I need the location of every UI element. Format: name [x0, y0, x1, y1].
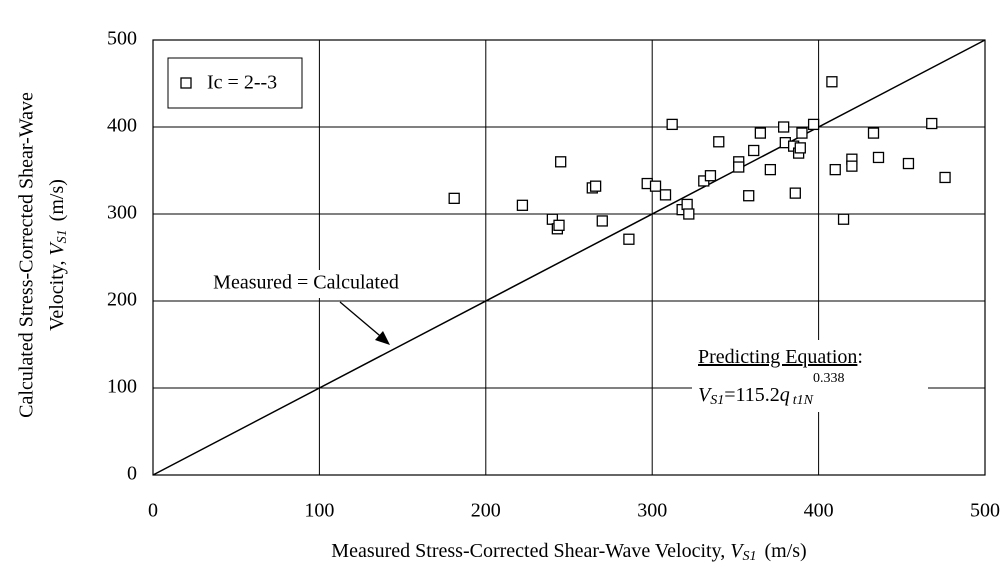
annotation-bg [178, 270, 434, 298]
legend-label: Ic = 2--3 [207, 72, 277, 94]
annotation-label: Measured = Calculated [213, 272, 399, 294]
equation-bg [692, 340, 928, 412]
reference-line [152, 39, 986, 476]
equation-colon: : [857, 346, 863, 368]
eq-text: =115.2 [724, 384, 780, 406]
equation-heading-text: Predicting Equation [698, 346, 857, 368]
x-tick-label: 500 [970, 500, 1000, 522]
point [623, 233, 635, 245]
y-label-text: Velocity, [46, 256, 68, 331]
y-tick-label: 400 [107, 115, 137, 137]
x-tick-label: 300 [637, 500, 667, 522]
y-label-line2: Velocity, VS1 (m/s) [46, 179, 71, 331]
point [796, 127, 808, 139]
arrow-head [375, 331, 390, 345]
x-tick-label: 100 [304, 500, 334, 522]
x-tick-label: 200 [471, 500, 501, 522]
eq-exponent: 0.338 [813, 371, 845, 386]
y-label-unit: (m/s) [46, 179, 68, 221]
point [778, 121, 790, 133]
point [659, 189, 672, 201]
point [807, 118, 820, 131]
point [837, 213, 850, 225]
equation: VS1=115.2q t1N 0.338 [698, 371, 845, 408]
y-label-line1: Calculated Stress-Corrected Shear-Wave [16, 92, 38, 418]
point [649, 180, 662, 192]
y-axis-label: Calculated Stress-Corrected Shear-Wave Ve… [16, 92, 71, 418]
x-label-subscript: S1 [742, 549, 756, 564]
x-axis-label: Measured Stress-Corrected Shear-Wave Vel… [331, 540, 806, 565]
point [789, 187, 801, 199]
eq-subscript: S1 [710, 393, 724, 408]
y-label-subscript: S1 [55, 229, 70, 243]
point [555, 156, 567, 168]
point [589, 180, 602, 192]
point [846, 160, 858, 172]
point [748, 144, 760, 157]
point [826, 76, 838, 88]
y-tick-label: 0 [127, 463, 137, 485]
y-tick-label: 100 [107, 376, 137, 398]
point [902, 157, 915, 170]
point [683, 208, 695, 220]
x-label-text: Measured Stress-Corrected Shear-Wave Vel… [331, 540, 730, 562]
equation-heading: Predicting Equation: [698, 346, 863, 368]
point [596, 215, 608, 227]
point [872, 151, 885, 164]
point [553, 219, 565, 231]
y-tick-label: 300 [107, 202, 137, 224]
point [829, 163, 841, 176]
eq-q-subscript: t1N [793, 393, 814, 408]
eq-q: q [780, 384, 790, 406]
point [926, 117, 938, 130]
point [516, 199, 529, 211]
point [448, 192, 460, 204]
point [867, 127, 880, 139]
plot-frame [152, 39, 986, 476]
point [939, 171, 951, 184]
point [681, 198, 693, 211]
y-tick-label: 500 [107, 28, 137, 50]
x-tick-label: 0 [148, 500, 158, 522]
point [754, 127, 767, 139]
point [743, 190, 755, 202]
point [704, 170, 717, 182]
point [794, 142, 806, 154]
point [713, 136, 725, 148]
eq-symbol: V [698, 384, 713, 406]
y-tick-label: 200 [107, 289, 137, 311]
point [733, 161, 745, 173]
y-label-symbol: V [46, 241, 68, 256]
x-tick-label: 400 [804, 500, 834, 522]
legend-marker [180, 77, 192, 89]
annotation-arrow [339, 301, 386, 341]
point [764, 163, 776, 176]
point [666, 118, 678, 131]
x-label-symbol: V [730, 540, 745, 562]
x-label-unit: (m/s) [764, 540, 806, 562]
